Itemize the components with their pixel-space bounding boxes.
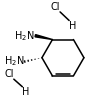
Text: Cl: Cl xyxy=(4,69,14,79)
Text: H: H xyxy=(22,87,30,97)
Text: H: H xyxy=(69,20,77,30)
Text: $\mathregular{H_2N}$: $\mathregular{H_2N}$ xyxy=(4,55,24,68)
Text: Cl: Cl xyxy=(51,2,60,12)
Polygon shape xyxy=(35,35,52,40)
Text: $\mathregular{H_2N}$: $\mathregular{H_2N}$ xyxy=(14,29,35,43)
